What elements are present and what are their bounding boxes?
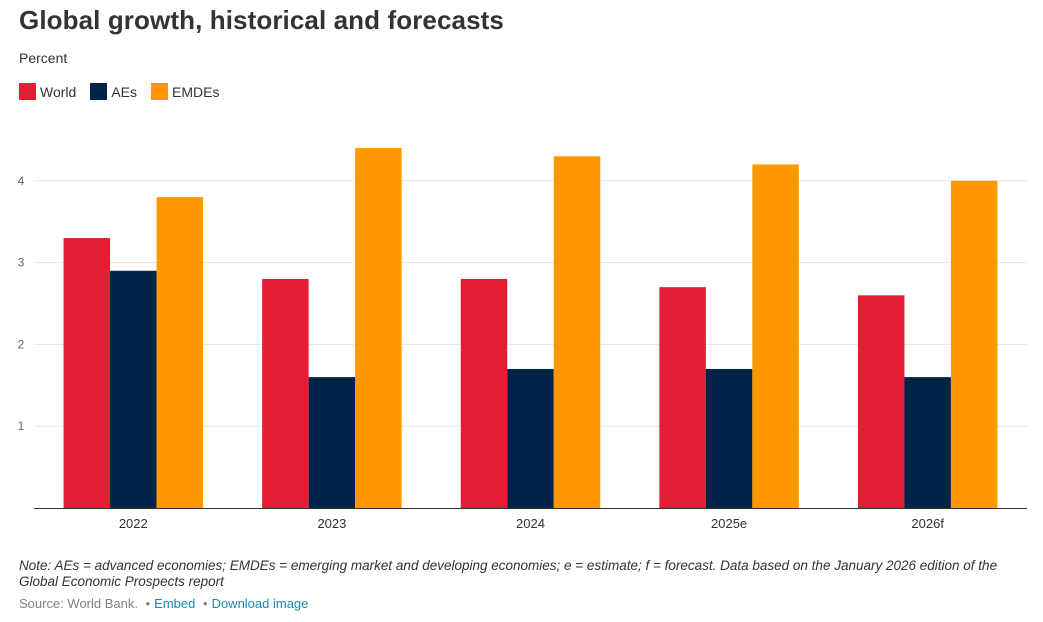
x-axis-ticks: 2022 2023 2024 2025e 2026f xyxy=(119,516,945,530)
legend-swatch-world xyxy=(19,83,36,100)
chart-title: Global growth, historical and forecasts xyxy=(19,5,504,35)
y-tick-label: 1 xyxy=(18,419,25,433)
bar-aes-2025e[interactable] xyxy=(705,368,753,508)
x-tick-label: 2025e xyxy=(711,516,747,530)
chart-legend: World AEs EMDEs xyxy=(19,83,233,100)
bar-world-2026f[interactable] xyxy=(857,295,905,508)
legend-swatch-emdes xyxy=(151,83,168,100)
x-tick-label: 2022 xyxy=(119,516,148,530)
legend-swatch-aes xyxy=(90,83,108,100)
legend-item-emdes[interactable]: EMDEs xyxy=(151,83,219,100)
bar-emdes-2024[interactable] xyxy=(553,156,601,508)
y-tick-label: 4 xyxy=(18,174,25,188)
download-image-link[interactable]: Download image xyxy=(211,596,309,611)
legend-item-aes[interactable]: AEs xyxy=(90,83,137,100)
x-tick-label: 2024 xyxy=(516,516,545,530)
bar-world-2025e[interactable] xyxy=(659,287,706,508)
chart-note: Note: AEs = advanced economies; EMDEs = … xyxy=(19,558,998,589)
y-tick-label: 3 xyxy=(18,256,25,270)
bars xyxy=(63,148,998,509)
bar-world-2024[interactable] xyxy=(460,278,508,508)
bar-emdes-2025e[interactable] xyxy=(752,164,799,508)
bar-emdes-2026f[interactable] xyxy=(950,180,998,509)
separator: • xyxy=(145,596,151,611)
bar-aes-2026f[interactable] xyxy=(904,377,951,508)
source-line: Source: World Bank. • Embed • Download ima… xyxy=(19,596,308,611)
bar-emdes-2022[interactable] xyxy=(156,197,204,508)
x-tick-label: 2023 xyxy=(317,516,346,530)
y-tick-label: 2 xyxy=(18,337,25,351)
legend-label-world: World xyxy=(40,83,77,100)
chart-subtitle: Percent xyxy=(19,50,68,66)
y-axis-ticks: 1 2 3 4 xyxy=(18,174,25,433)
legend-label-aes: AEs xyxy=(111,83,137,100)
bar-world-2023[interactable] xyxy=(262,278,309,508)
bar-emdes-2023[interactable] xyxy=(355,148,402,508)
separator: • xyxy=(203,596,208,611)
bar-aes-2023[interactable] xyxy=(308,377,356,508)
bar-chart: 1 2 3 4 2022 2023 2024 2025e 2026f xyxy=(18,148,1027,530)
bar-world-2022[interactable] xyxy=(63,238,111,508)
bar-aes-2024[interactable] xyxy=(507,368,554,508)
source-text: Source: World Bank. xyxy=(19,596,138,611)
legend-label-emdes: EMDEs xyxy=(172,83,220,100)
legend-item-world[interactable]: World xyxy=(19,83,76,100)
embed-link[interactable]: Embed xyxy=(154,596,196,611)
x-tick-label: 2026f xyxy=(911,516,944,530)
bar-aes-2022[interactable] xyxy=(110,270,157,508)
